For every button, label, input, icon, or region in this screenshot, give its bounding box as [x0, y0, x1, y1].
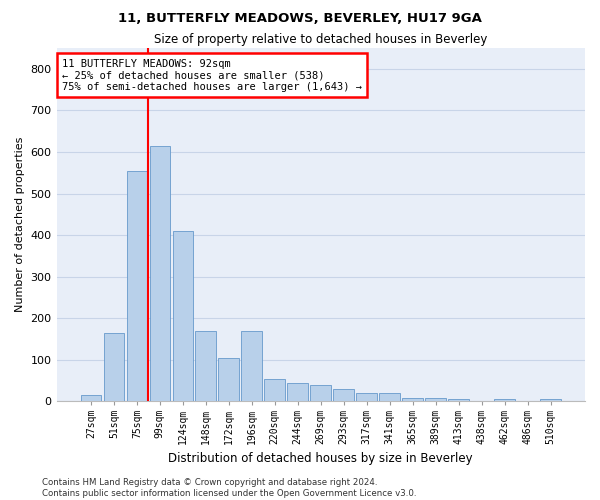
Bar [196, 331, 216, 402]
Bar [287, 383, 308, 402]
Bar [149, 146, 170, 402]
Bar [104, 333, 124, 402]
Bar [448, 400, 469, 402]
Text: 11, BUTTERFLY MEADOWS, BEVERLEY, HU17 9GA: 11, BUTTERFLY MEADOWS, BEVERLEY, HU17 9G… [118, 12, 482, 26]
Bar [540, 400, 561, 402]
Bar [127, 170, 147, 402]
Bar [494, 400, 515, 402]
Bar [241, 331, 262, 402]
Bar [218, 358, 239, 402]
Y-axis label: Number of detached properties: Number of detached properties [15, 137, 25, 312]
Title: Size of property relative to detached houses in Beverley: Size of property relative to detached ho… [154, 32, 487, 46]
X-axis label: Distribution of detached houses by size in Beverley: Distribution of detached houses by size … [169, 452, 473, 465]
Bar [425, 398, 446, 402]
Bar [265, 378, 285, 402]
Bar [80, 395, 101, 402]
Bar [356, 393, 377, 402]
Bar [334, 389, 354, 402]
Bar [379, 393, 400, 402]
Bar [173, 231, 193, 402]
Bar [310, 385, 331, 402]
Bar [403, 398, 423, 402]
Text: Contains HM Land Registry data © Crown copyright and database right 2024.
Contai: Contains HM Land Registry data © Crown c… [42, 478, 416, 498]
Text: 11 BUTTERFLY MEADOWS: 92sqm
← 25% of detached houses are smaller (538)
75% of se: 11 BUTTERFLY MEADOWS: 92sqm ← 25% of det… [62, 58, 362, 92]
